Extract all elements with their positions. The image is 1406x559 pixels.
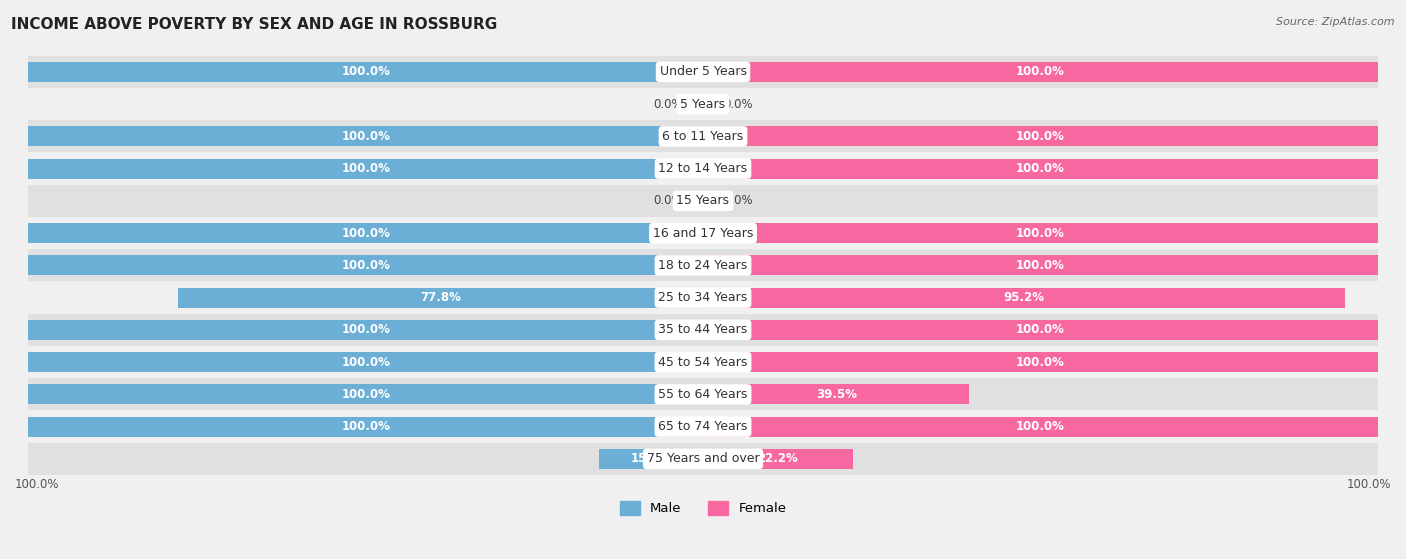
Text: 5 Years: 5 Years (681, 98, 725, 111)
Text: 100.0%: 100.0% (1015, 259, 1064, 272)
Text: 100.0%: 100.0% (1015, 323, 1064, 337)
Bar (28, 385, 703, 404)
Text: 16 and 17 Years: 16 and 17 Years (652, 226, 754, 240)
Text: 55 to 64 Years: 55 to 64 Years (658, 388, 748, 401)
Bar (28, 217, 1378, 249)
Bar (703, 449, 853, 469)
Bar (703, 320, 1378, 340)
Bar (599, 449, 703, 469)
Bar (703, 352, 1378, 372)
Bar (28, 282, 1378, 314)
Bar (703, 223, 1378, 243)
Text: 100.0%: 100.0% (342, 226, 391, 240)
Bar (28, 62, 703, 82)
Text: 18 to 24 Years: 18 to 24 Years (658, 259, 748, 272)
Text: 45 to 54 Years: 45 to 54 Years (658, 356, 748, 368)
Bar (28, 314, 1378, 346)
Bar (28, 443, 1378, 475)
Text: 77.8%: 77.8% (420, 291, 461, 304)
Bar (28, 352, 703, 372)
Text: 100.0%: 100.0% (1015, 226, 1064, 240)
Bar (28, 184, 1378, 217)
Bar (703, 416, 1378, 437)
Bar (703, 255, 1378, 276)
Bar (28, 416, 703, 437)
Text: 0.0%: 0.0% (723, 195, 752, 207)
Bar (28, 249, 1378, 282)
Bar (28, 120, 1378, 153)
Bar (703, 159, 1378, 179)
Text: 15 Years: 15 Years (676, 195, 730, 207)
Text: 39.5%: 39.5% (815, 388, 856, 401)
Text: 100.0%: 100.0% (1015, 356, 1064, 368)
Text: 22.2%: 22.2% (758, 452, 799, 465)
Text: 65 to 74 Years: 65 to 74 Years (658, 420, 748, 433)
Bar (179, 288, 703, 307)
Text: 100.0%: 100.0% (342, 162, 391, 175)
Text: 100.0%: 100.0% (342, 323, 391, 337)
Text: 15.4%: 15.4% (630, 452, 672, 465)
Text: 12 to 14 Years: 12 to 14 Years (658, 162, 748, 175)
Bar (28, 255, 703, 276)
Text: Under 5 Years: Under 5 Years (659, 65, 747, 78)
Legend: Male, Female: Male, Female (614, 496, 792, 520)
Text: 0.0%: 0.0% (723, 98, 752, 111)
Text: 0.0%: 0.0% (654, 195, 683, 207)
Bar (28, 159, 703, 179)
Bar (703, 62, 1378, 82)
Bar (703, 385, 969, 404)
Text: 100.0%: 100.0% (342, 356, 391, 368)
Bar (28, 378, 1378, 410)
Bar (28, 56, 1378, 88)
Text: 0.0%: 0.0% (654, 98, 683, 111)
Bar (28, 223, 703, 243)
Text: 95.2%: 95.2% (1004, 291, 1045, 304)
Text: 100.0%: 100.0% (342, 388, 391, 401)
Bar (28, 346, 1378, 378)
Text: 100.0%: 100.0% (1015, 420, 1064, 433)
Text: 100.0%: 100.0% (1347, 477, 1391, 491)
Text: 35 to 44 Years: 35 to 44 Years (658, 323, 748, 337)
Bar (703, 126, 1378, 146)
Text: 100.0%: 100.0% (342, 259, 391, 272)
Text: 75 Years and over: 75 Years and over (647, 452, 759, 465)
Bar (28, 88, 1378, 120)
Text: 100.0%: 100.0% (342, 420, 391, 433)
Text: 6 to 11 Years: 6 to 11 Years (662, 130, 744, 143)
Text: 100.0%: 100.0% (1015, 162, 1064, 175)
Text: 100.0%: 100.0% (1015, 130, 1064, 143)
Text: 100.0%: 100.0% (1015, 65, 1064, 78)
Text: 25 to 34 Years: 25 to 34 Years (658, 291, 748, 304)
Bar (28, 320, 703, 340)
Bar (703, 288, 1346, 307)
Text: 100.0%: 100.0% (342, 65, 391, 78)
Text: 100.0%: 100.0% (15, 477, 59, 491)
Bar (28, 126, 703, 146)
Bar (28, 153, 1378, 184)
Text: INCOME ABOVE POVERTY BY SEX AND AGE IN ROSSBURG: INCOME ABOVE POVERTY BY SEX AND AGE IN R… (11, 17, 498, 32)
Text: Source: ZipAtlas.com: Source: ZipAtlas.com (1277, 17, 1395, 27)
Text: 100.0%: 100.0% (342, 130, 391, 143)
Bar (28, 410, 1378, 443)
